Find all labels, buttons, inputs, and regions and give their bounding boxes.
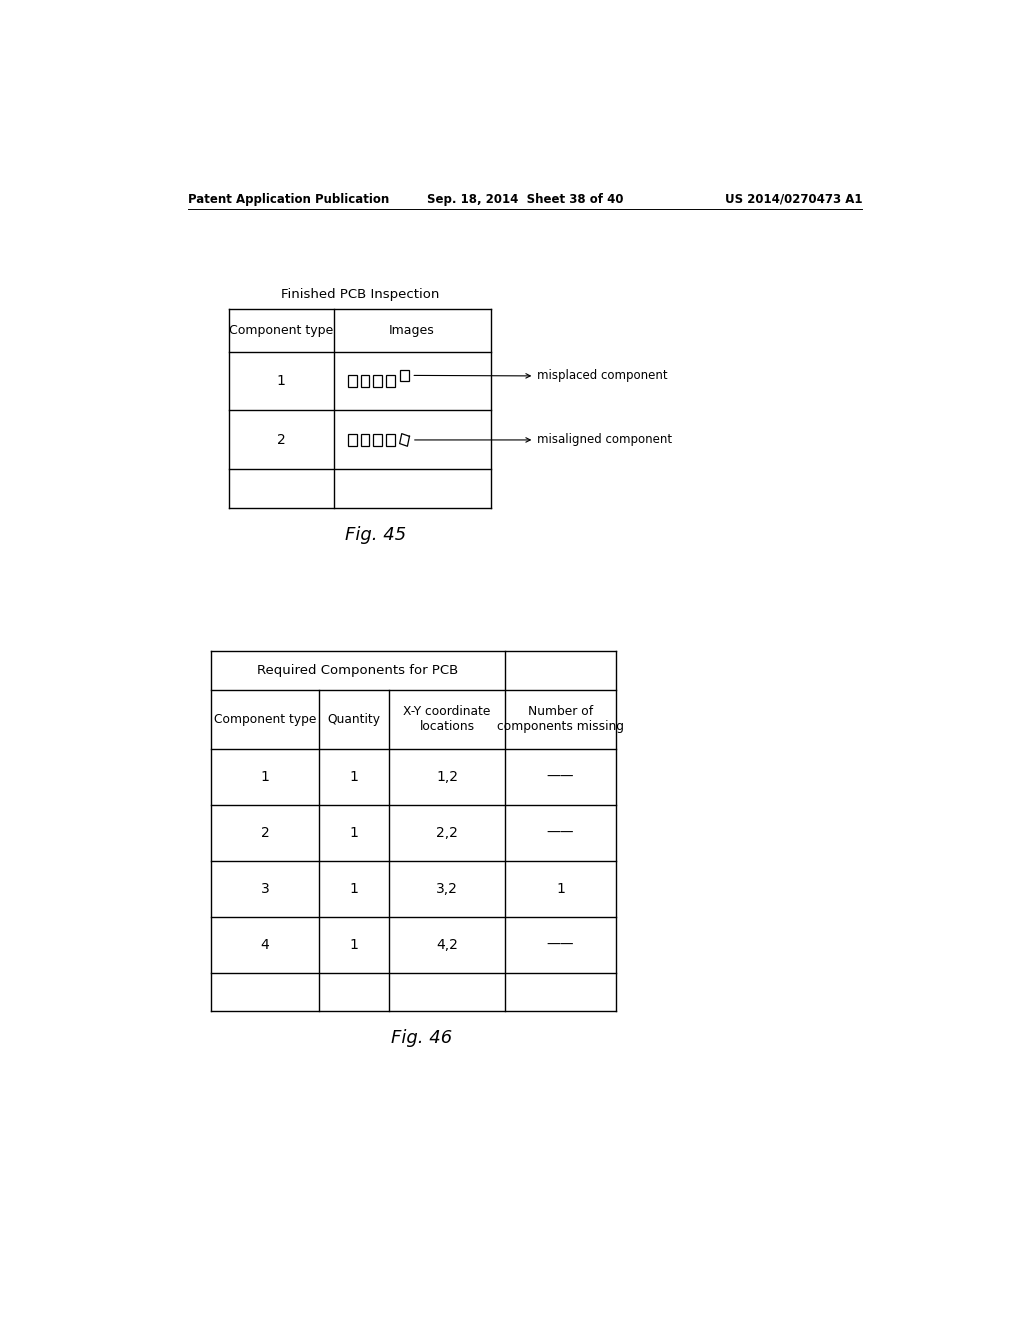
- Text: misaligned component: misaligned component: [538, 433, 673, 446]
- Text: X-Y coordinate
locations: X-Y coordinate locations: [403, 705, 490, 734]
- Bar: [360, 434, 370, 446]
- Text: 1: 1: [260, 770, 269, 784]
- Text: US 2014/0270473 A1: US 2014/0270473 A1: [725, 193, 862, 206]
- Bar: [373, 375, 382, 387]
- Text: 4: 4: [260, 937, 269, 952]
- Text: 1: 1: [349, 937, 358, 952]
- Text: 1: 1: [556, 882, 565, 896]
- Text: 1: 1: [349, 826, 358, 840]
- Text: ——: ——: [547, 770, 574, 784]
- Bar: [386, 434, 394, 446]
- Text: 3,2: 3,2: [436, 882, 458, 896]
- Bar: [400, 370, 409, 381]
- Text: 4,2: 4,2: [436, 937, 458, 952]
- Text: 1: 1: [349, 882, 358, 896]
- Bar: [348, 375, 356, 387]
- Text: 1,2: 1,2: [436, 770, 458, 784]
- Text: Fig. 45: Fig. 45: [345, 527, 407, 544]
- Text: Finished PCB Inspection: Finished PCB Inspection: [281, 288, 439, 301]
- Text: 1: 1: [276, 374, 286, 388]
- Text: 2,2: 2,2: [436, 826, 458, 840]
- Text: Images: Images: [389, 323, 435, 337]
- Text: Component type: Component type: [214, 713, 316, 726]
- Text: 3: 3: [260, 882, 269, 896]
- Bar: [373, 434, 382, 446]
- Text: misplaced component: misplaced component: [538, 370, 668, 383]
- Text: Patent Application Publication: Patent Application Publication: [187, 193, 389, 206]
- Text: 2: 2: [260, 826, 269, 840]
- Text: 1: 1: [349, 770, 358, 784]
- Text: 2: 2: [276, 433, 286, 447]
- Text: ——: ——: [547, 937, 574, 952]
- Bar: [386, 375, 394, 387]
- Text: Number of
components missing: Number of components missing: [497, 705, 624, 734]
- Text: Quantity: Quantity: [328, 713, 381, 726]
- Bar: [360, 375, 370, 387]
- Text: ——: ——: [547, 826, 574, 840]
- Text: Required Components for PCB: Required Components for PCB: [257, 664, 459, 677]
- Text: Sep. 18, 2014  Sheet 38 of 40: Sep. 18, 2014 Sheet 38 of 40: [427, 193, 623, 206]
- Text: Component type: Component type: [229, 323, 333, 337]
- Text: Fig. 46: Fig. 46: [391, 1030, 453, 1048]
- Bar: [348, 434, 356, 446]
